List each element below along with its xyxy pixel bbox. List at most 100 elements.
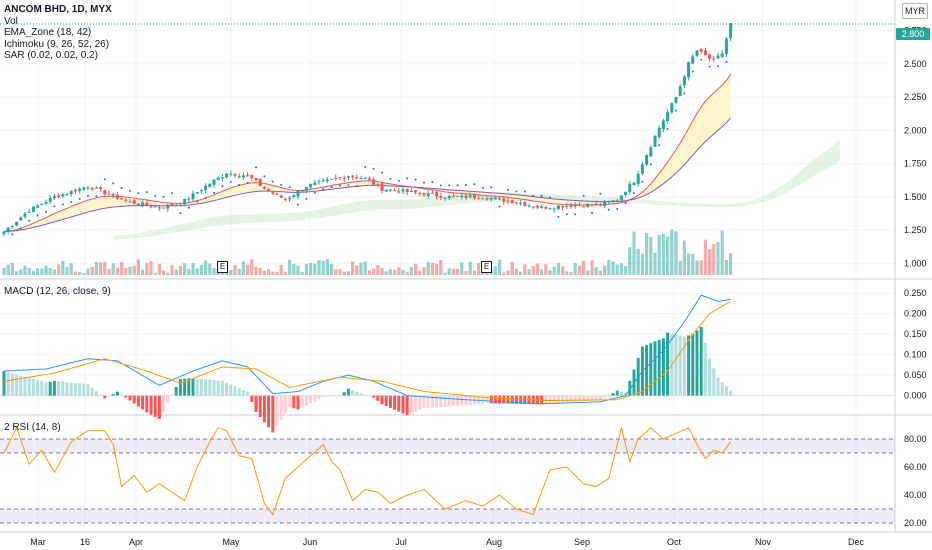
- macd-hist-134: [565, 395, 569, 402]
- macd-hist-47: [199, 378, 203, 396]
- legend-vol[interactable]: Vol: [4, 15, 18, 27]
- volume-bar-136: [573, 262, 577, 275]
- macd-hist-89: [376, 395, 380, 401]
- candle-1: [6, 227, 10, 231]
- candle-110: [464, 195, 468, 198]
- sar-dot-114: [481, 186, 484, 189]
- candle-77: [325, 179, 329, 181]
- macd-hist-25: [107, 395, 111, 397]
- symbol-title[interactable]: ANCOM BHD, 1D, MYX: [4, 4, 112, 15]
- sar-dot-144: [607, 208, 610, 211]
- sar-dot-48: [204, 196, 207, 199]
- candle-53: [225, 174, 229, 178]
- sar-dot-130: [549, 196, 551, 199]
- candle-9: [40, 203, 44, 205]
- volume-bar-148: [624, 266, 628, 275]
- candle-82: [346, 176, 350, 178]
- macd-hist-117: [493, 395, 497, 404]
- sar-dot-168: [708, 65, 711, 68]
- candle-57: [241, 175, 245, 178]
- volume-bar-36: [153, 272, 157, 275]
- legend-ema-zone[interactable]: EMA_Zone (18, 42): [4, 27, 92, 38]
- macd-line: [3, 294, 731, 405]
- volume-bar-120: [506, 270, 510, 275]
- volume-bar-80: [338, 269, 342, 275]
- volume-bar-11: [48, 267, 52, 275]
- macd-hist-156: [657, 339, 661, 396]
- candle-164: [691, 56, 695, 64]
- volume-bar-8: [36, 268, 40, 275]
- volume-bar-17: [73, 271, 77, 275]
- volume-bar-101: [426, 261, 430, 275]
- macd-hist-10: [44, 382, 48, 396]
- candle-6: [27, 211, 31, 213]
- macd-hist-24: [103, 395, 107, 399]
- volume-bar-13: [57, 264, 61, 275]
- candle-2: [10, 225, 14, 227]
- macd-hist-173: [729, 390, 733, 396]
- volume-bar-23: [99, 262, 103, 275]
- sar-dot-32: [137, 192, 140, 195]
- candle-17: [73, 189, 77, 192]
- candle-21: [90, 187, 94, 190]
- volume-bar-123: [519, 271, 523, 275]
- rsi-label[interactable]: 2 RSI (14, 8): [4, 422, 61, 433]
- candle-51: [216, 177, 220, 180]
- sar-dot-146: [616, 208, 619, 211]
- volume-bar-139: [586, 270, 590, 275]
- macd-hist-88: [372, 395, 376, 398]
- volume-bar-96: [405, 271, 409, 275]
- x-tick-5: Jul: [395, 537, 407, 547]
- volume-bar-84: [355, 265, 359, 275]
- volume-bar-166: [699, 260, 703, 275]
- candle-116: [489, 198, 493, 200]
- volume-bar-78: [330, 264, 334, 275]
- candle-157: [661, 120, 665, 130]
- macd-hist-140: [590, 395, 594, 401]
- macd-hist-1: [6, 372, 10, 396]
- candle-92: [388, 189, 392, 191]
- candle-11: [48, 197, 52, 202]
- volume-bar-158: [666, 236, 670, 275]
- candle-14: [61, 194, 65, 197]
- candle-44: [187, 198, 191, 200]
- candle-13: [57, 195, 61, 198]
- macd-hist-27: [115, 391, 119, 396]
- sar-dot-100: [423, 181, 425, 184]
- candle-137: [577, 204, 581, 206]
- macd-label[interactable]: MACD (12, 26, close, 9): [4, 286, 111, 297]
- candle-34: [145, 202, 149, 206]
- legend-ichimoku[interactable]: Ichimoku (9, 26, 52, 26): [4, 38, 110, 50]
- volume-bar-146: [615, 264, 619, 275]
- volume-bar-100: [422, 267, 426, 275]
- earnings-event-1[interactable]: E: [217, 261, 228, 273]
- x-tick-9: Nov: [755, 537, 772, 547]
- candle-72: [304, 187, 308, 191]
- macd-hist-120: [506, 395, 510, 404]
- volume-bar-171: [720, 230, 724, 275]
- earnings-event-2[interactable]: E: [481, 261, 492, 273]
- macd-hist-158: [666, 332, 670, 396]
- candle-40: [170, 203, 174, 206]
- sar-dot-84: [355, 185, 358, 188]
- candle-163: [687, 62, 691, 78]
- macd-hist-13: [57, 381, 61, 396]
- x-tick-7: Sep: [574, 537, 590, 547]
- volume-bar-73: [309, 263, 313, 275]
- volume-bar-137: [577, 265, 581, 275]
- macd-hist-60: [254, 395, 258, 412]
- macd-hist-102: [430, 395, 434, 408]
- macd-hist-12: [52, 380, 56, 396]
- legend-sar[interactable]: SAR (0.02, 0.02, 0.2): [4, 50, 98, 61]
- macd-hist-33: [141, 395, 145, 410]
- volume-bar-72: [304, 263, 308, 275]
- sar-dot-110: [465, 184, 467, 187]
- macd-hist-107: [451, 395, 455, 407]
- grid-lines: [0, 0, 932, 532]
- candle-142: [598, 204, 602, 206]
- currency-badge[interactable]: MYR: [902, 3, 928, 19]
- time-axis: Mar 16 Apr May Jun Jul Aug Sep Oct Nov Dec: [0, 531, 932, 547]
- sar-dot-56: [238, 183, 241, 186]
- volume-bar-125: [527, 269, 531, 275]
